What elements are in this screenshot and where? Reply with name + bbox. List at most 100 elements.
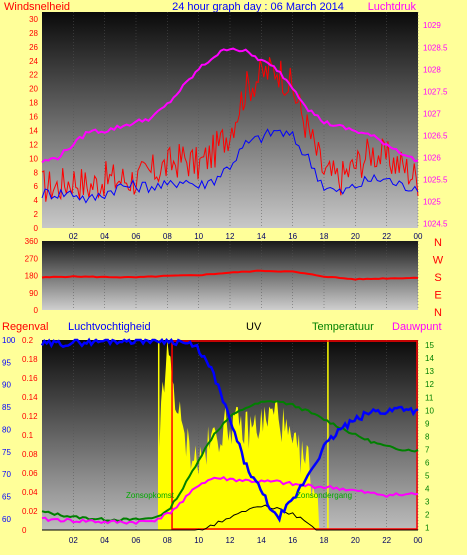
wind-speed-tick: 22	[29, 71, 38, 80]
humidity-tick: 75	[2, 448, 11, 457]
humidity-tick: 100	[2, 336, 16, 345]
wind-speed-label: Windsnelheid	[4, 1, 70, 13]
time-tick: 16	[288, 536, 297, 545]
wind-speed-tick: 30	[29, 15, 38, 24]
humidity-tick: 90	[2, 381, 11, 390]
time-tick: 18	[320, 232, 329, 241]
humidity-line	[40, 337, 419, 523]
time-tick: 04	[100, 536, 109, 545]
temperature-tick: 15	[425, 341, 434, 350]
wind-speed-tick: 2	[34, 210, 39, 219]
humidity-tick: 65	[2, 492, 11, 501]
wind-speed-tick: 18	[29, 99, 38, 108]
pressure-line	[41, 47, 419, 164]
direction-tick: 90	[29, 289, 38, 298]
direction-tick: 360	[25, 237, 39, 246]
time-tick: 12	[226, 232, 235, 241]
wind-speed-tick: 14	[29, 126, 38, 135]
wind-speed-tick: 10	[29, 154, 38, 163]
sunrise-label: Zonsopkomst	[126, 491, 175, 500]
wind-gust-line	[41, 57, 419, 202]
rain-label: Regenval	[2, 321, 48, 333]
time-tick: 12	[226, 536, 235, 545]
wind-speed-tick: 28	[29, 29, 38, 38]
compass-letter: N	[434, 307, 442, 319]
rain-tick: 0.06	[22, 469, 38, 478]
time-tick: 02	[69, 232, 78, 241]
wind-speed-tick: 20	[29, 85, 38, 94]
humidity-tick: 85	[2, 403, 11, 412]
temperature-tick: 4	[425, 484, 430, 493]
time-tick: 06	[132, 232, 141, 241]
pressure-label: Luchtdruk	[368, 1, 417, 13]
humidity-tick: 60	[2, 515, 11, 524]
rain-tick: 0.14	[22, 393, 38, 402]
pressure-tick: 1024.5	[423, 220, 448, 229]
pressure-tick: 1025	[423, 198, 441, 207]
wind-average-line	[41, 128, 419, 204]
temperature-tick: 5	[425, 471, 430, 480]
rain-tick: 0.1	[22, 431, 34, 440]
temperature-tick: 6	[425, 458, 430, 467]
wind-direction-panel	[42, 241, 418, 310]
direction-tick: 0	[34, 306, 39, 315]
compass-letter: S	[434, 272, 441, 284]
rain-tick: 0.02	[22, 507, 38, 516]
temperature-tick: 8	[425, 432, 430, 441]
time-tick: 02	[69, 536, 78, 545]
temperature-tick: 11	[425, 393, 434, 402]
time-tick: 16	[288, 232, 297, 241]
daylight-frame	[171, 340, 418, 530]
pressure-tick: 1025.5	[423, 176, 448, 185]
time-tick: 20	[351, 536, 360, 545]
time-tick: 08	[163, 232, 172, 241]
time-tick: 06	[132, 536, 141, 545]
wind-speed-tick: 12	[29, 140, 38, 149]
dewpoint-line	[41, 475, 419, 526]
time-tick: 22	[382, 536, 391, 545]
rain-tick: 0.18	[22, 355, 38, 364]
compass-letter: N	[434, 237, 442, 249]
direction-tick: 270	[25, 254, 39, 263]
wind-speed-tick: 24	[29, 57, 38, 66]
humidity-tick: 80	[2, 425, 11, 434]
time-tick: 00	[414, 232, 423, 241]
humidity-tick: 95	[2, 358, 11, 367]
humidity-tick: 70	[2, 470, 11, 479]
temperature-tick: 14	[425, 354, 434, 363]
temperature-label: Temperatuur	[312, 321, 374, 333]
compass-letter: W	[433, 255, 444, 267]
pressure-tick: 1027.5	[423, 87, 448, 96]
pressure-tick: 1029	[423, 21, 441, 30]
temperature-tick: 13	[425, 367, 434, 376]
temperature-tick: 2	[425, 510, 430, 519]
pressure-tick: 1028.5	[423, 43, 448, 52]
time-tick: 20	[351, 232, 360, 241]
pressure-tick: 1026.5	[423, 131, 448, 140]
rain-tick: 0	[22, 526, 27, 535]
pressure-tick: 1026	[423, 153, 441, 162]
wind-speed-tick: 8	[34, 168, 39, 177]
time-tick: 18	[320, 536, 329, 545]
rain-tick: 0.08	[22, 450, 38, 459]
time-tick: 22	[382, 232, 391, 241]
temperature-tick: 3	[425, 497, 430, 506]
time-tick: 14	[257, 536, 266, 545]
wind-speed-tick: 16	[29, 113, 38, 122]
wind-direction-line	[41, 269, 419, 281]
time-tick: 10	[194, 232, 203, 241]
wind-speed-tick: 0	[34, 224, 39, 233]
rain-tick: 0.12	[22, 412, 38, 421]
compass-letter: E	[434, 290, 441, 302]
direction-tick: 180	[25, 272, 39, 281]
pressure-tick: 1028	[423, 65, 441, 74]
wind-speed-tick: 6	[34, 182, 39, 191]
sunset-label: Zonsondergang	[296, 491, 352, 500]
rain-tick: 0.2	[22, 336, 34, 345]
rain-tick: 0.16	[22, 374, 38, 383]
pressure-tick: 1027	[423, 109, 441, 118]
time-tick: 04	[100, 232, 109, 241]
wind-speed-tick: 4	[34, 196, 39, 205]
temperature-tick: 1	[425, 523, 430, 532]
dewpoint-label: Dauwpunt	[392, 321, 442, 333]
